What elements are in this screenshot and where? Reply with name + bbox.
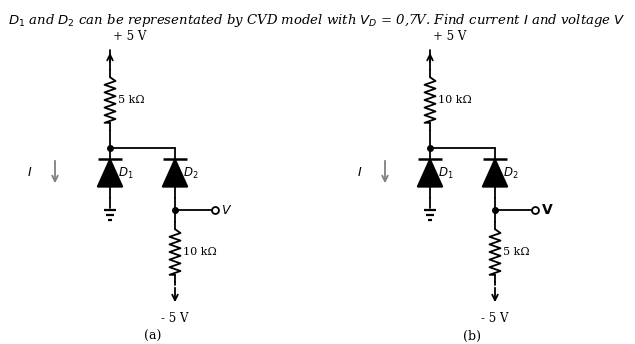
Polygon shape	[98, 159, 123, 187]
Text: + 5 V: + 5 V	[433, 30, 466, 43]
Text: $D_1$: $D_1$	[118, 165, 133, 181]
Text: $V$: $V$	[221, 204, 232, 216]
Text: 10 kΩ: 10 kΩ	[438, 95, 472, 105]
Text: 10 kΩ: 10 kΩ	[183, 247, 217, 257]
Polygon shape	[483, 159, 507, 187]
Text: $I$: $I$	[27, 166, 32, 180]
Text: (b): (b)	[464, 330, 481, 343]
Text: $D_2$: $D_2$	[503, 165, 519, 181]
Text: $\mathbf{V}$: $\mathbf{V}$	[541, 203, 554, 217]
Text: - 5 V: - 5 V	[161, 312, 189, 325]
Text: + 5 V: + 5 V	[113, 30, 147, 43]
Polygon shape	[163, 159, 187, 187]
Text: $D_1$ and $D_2$ can be representated by CVD model with $V_D$ = 0,7V. Find curren: $D_1$ and $D_2$ can be representated by …	[8, 12, 626, 29]
Text: $I$: $I$	[358, 166, 363, 180]
Polygon shape	[418, 159, 443, 187]
Text: $D_2$: $D_2$	[183, 165, 199, 181]
Text: 5 kΩ: 5 kΩ	[118, 95, 145, 105]
Text: - 5 V: - 5 V	[481, 312, 509, 325]
Text: (a): (a)	[144, 330, 161, 343]
Text: $D_1$: $D_1$	[438, 165, 453, 181]
Text: 5 kΩ: 5 kΩ	[503, 247, 530, 257]
